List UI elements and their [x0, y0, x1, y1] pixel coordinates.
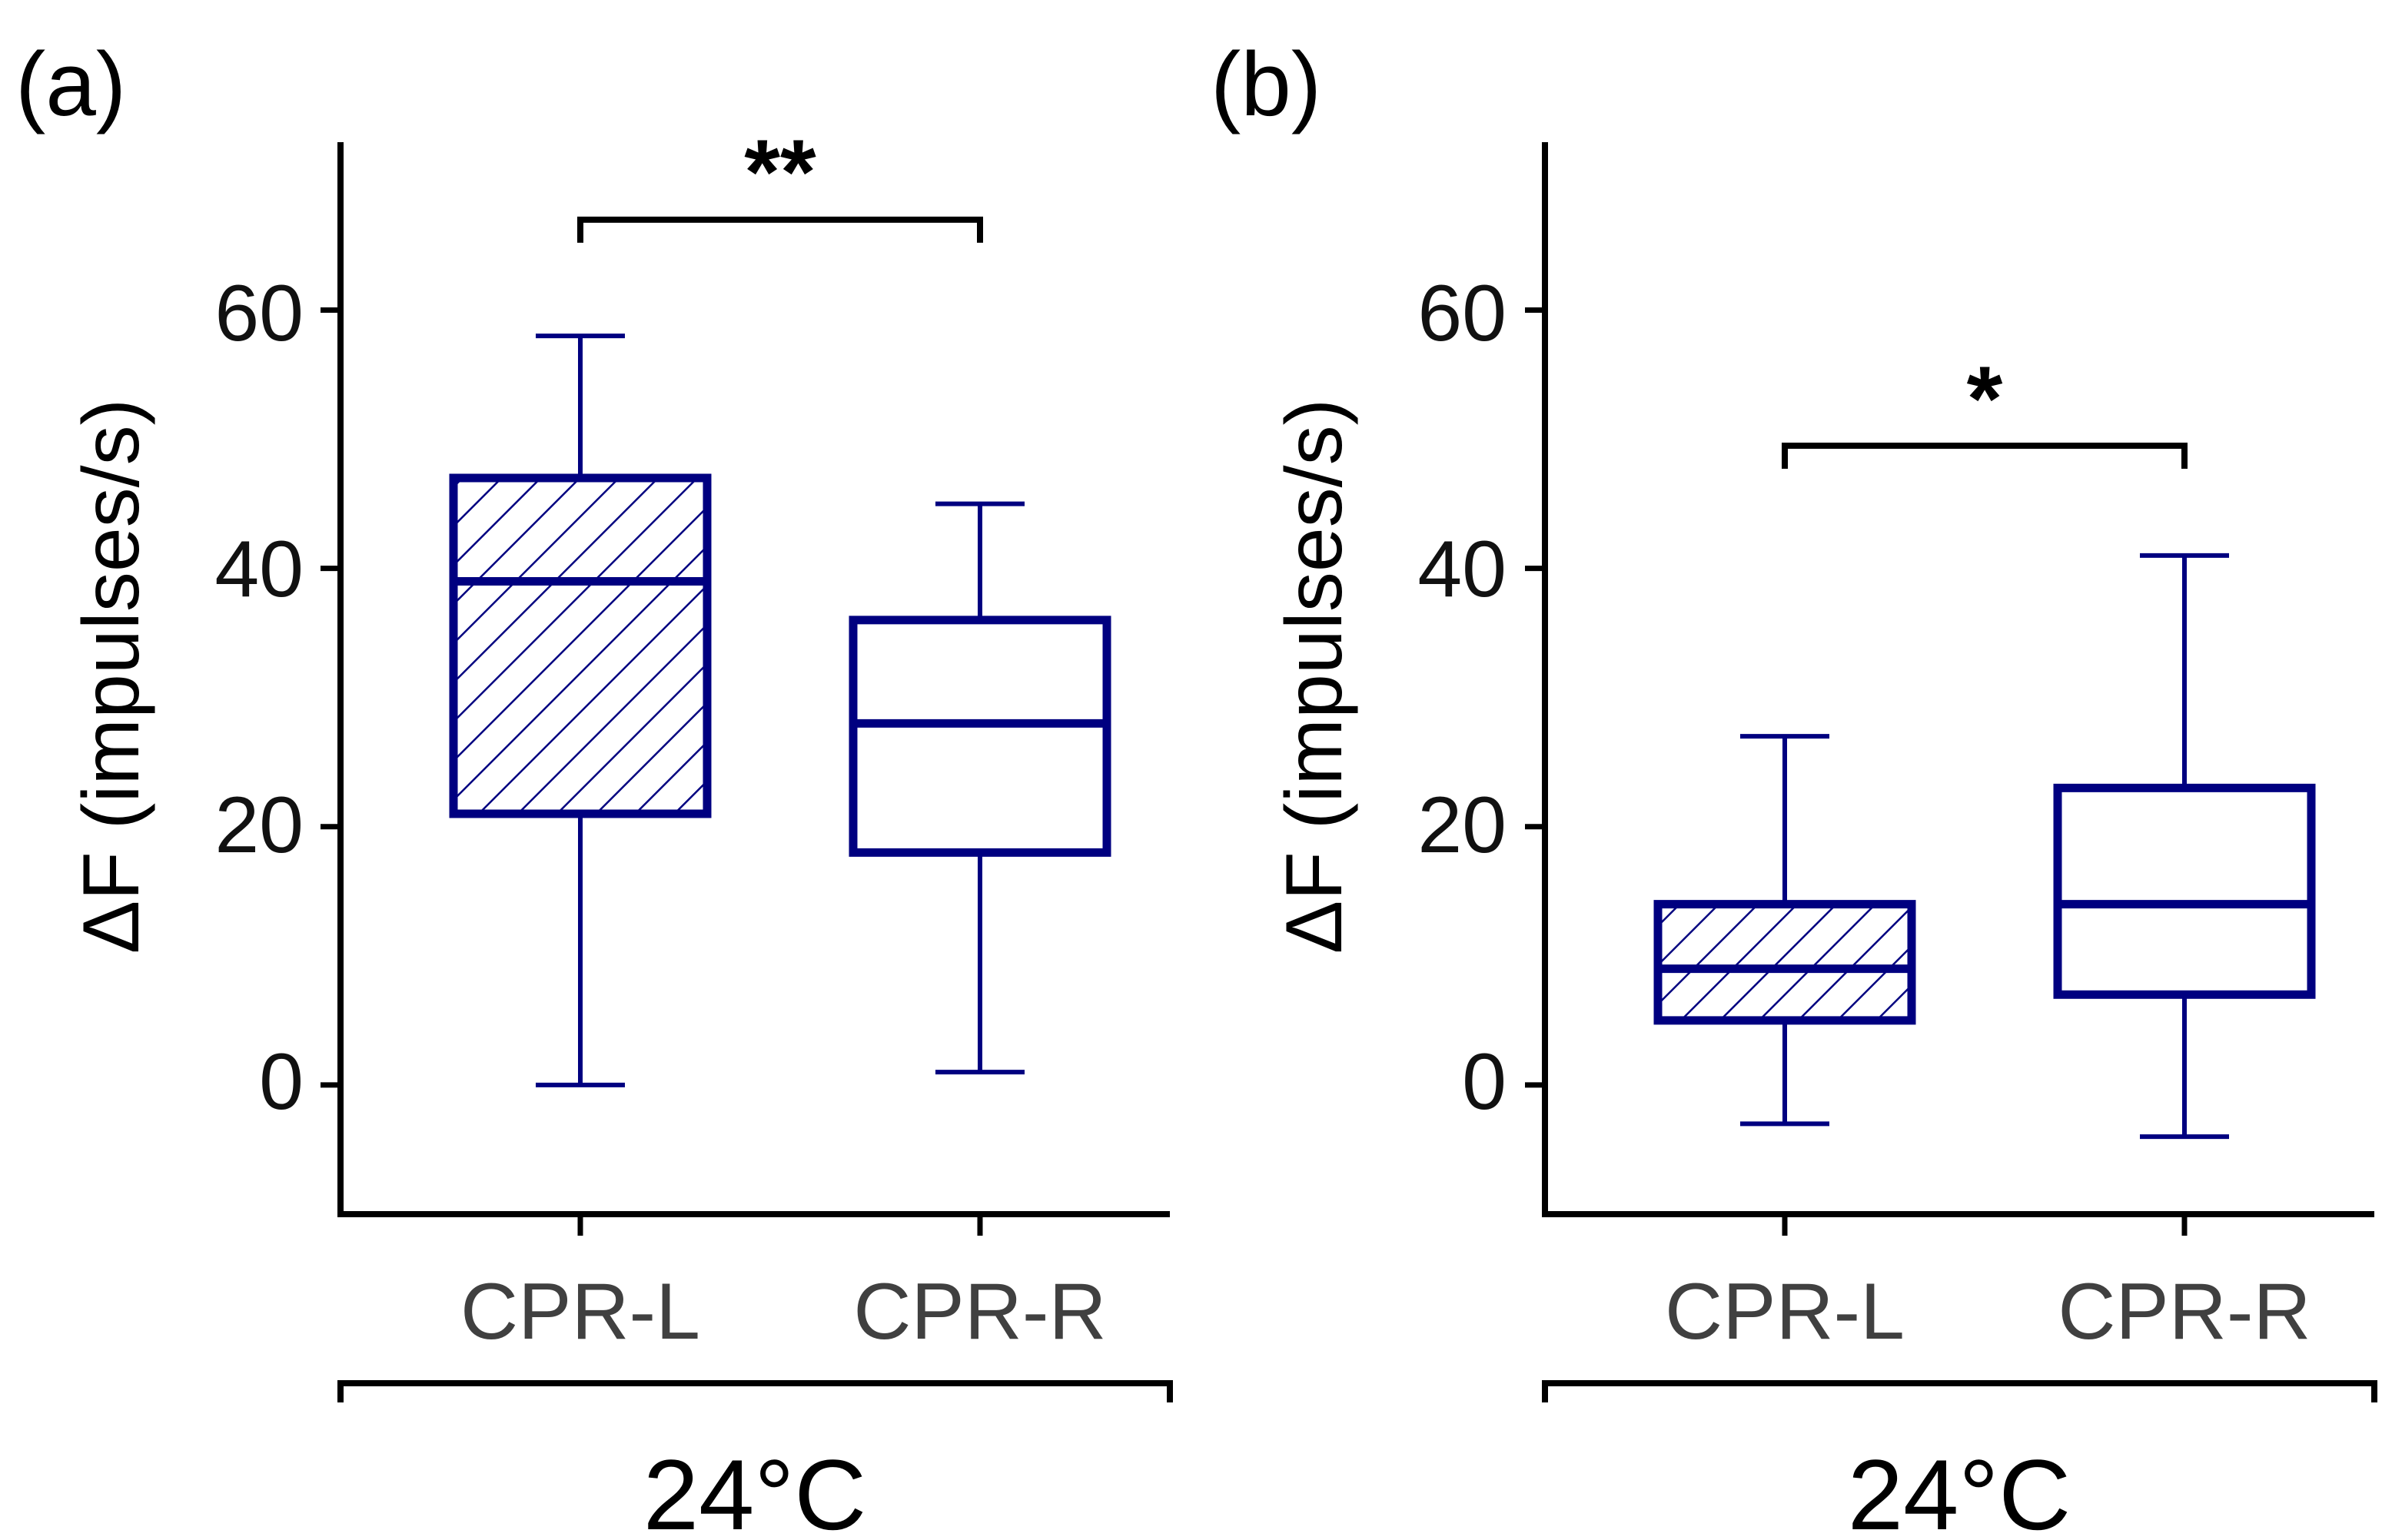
- panel-b-cpr-r-box: [2053, 783, 2316, 999]
- panel-a-plot: [321, 142, 1170, 1236]
- panel-a-significance-label: **: [744, 121, 816, 224]
- panel-a-label: (a): [15, 34, 126, 135]
- panel-b-y-tick-labels: 0 20 40 60: [1417, 269, 1507, 1127]
- panel-a-y-tick-label-0: 0: [259, 1037, 304, 1127]
- panel-a-x-tick-label-cpr-l: CPR-L: [460, 1267, 700, 1356]
- panel-b-y-tick-label-40: 40: [1417, 525, 1507, 614]
- panel-a-x-tick-label-cpr-r: CPR-R: [853, 1267, 1106, 1356]
- panel-b-group-label: 24°C: [1848, 1439, 2071, 1540]
- panel-b-y-tick-label-20: 20: [1417, 781, 1507, 870]
- panel-b-cpr-l-box: [1653, 900, 1916, 1025]
- panel-b-x-tick-label-cpr-r: CPR-R: [2058, 1267, 2311, 1356]
- panel-b-label: (b): [1211, 34, 1321, 135]
- panel-b-group-bracket: [1542, 1380, 2377, 1402]
- panel-a-y-axis-label: ΔF (impulses/s): [67, 399, 156, 954]
- panel-b-y-tick-label-60: 60: [1417, 269, 1507, 358]
- panel-a-group-label: 24°C: [643, 1439, 866, 1540]
- panel-b-y-axis-label: ΔF (impulses/s): [1270, 399, 1359, 954]
- panel-b-y-tick-label-0: 0: [1462, 1037, 1507, 1127]
- panel-b-x-tick-label-cpr-l: CPR-L: [1665, 1267, 1905, 1356]
- panel-b: (b) ΔF (impulses/s) 0 20 40 60 CPR-L CPR…: [1211, 34, 2377, 1540]
- panel-b-significance-label: *: [1967, 347, 2003, 450]
- panel-a-y-tick-label-60: 60: [214, 269, 304, 358]
- panel-b-significance-bracket: [1782, 442, 2188, 469]
- panel-a-y-tick-label-20: 20: [214, 781, 304, 870]
- panel-a-group-bracket: [337, 1380, 1173, 1402]
- panel-a-cpr-r-box: [849, 616, 1111, 857]
- panel-a-cpr-l-box: [449, 473, 712, 818]
- panel-a-y-tick-labels: 0 20 40 60: [214, 269, 304, 1127]
- panel-a-y-tick-label-40: 40: [214, 525, 304, 614]
- panel-b-plot: [1525, 142, 2374, 1236]
- panel-a-significance-bracket: [577, 216, 983, 243]
- panel-a: (a) ΔF (impulses/s) 0 20 40 60 CPR-L CPR…: [15, 34, 1173, 1540]
